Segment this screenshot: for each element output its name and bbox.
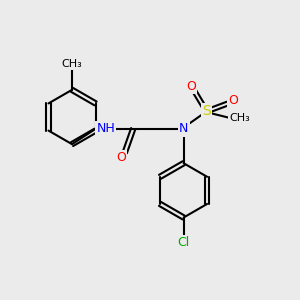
Text: O: O [229, 94, 238, 107]
Text: S: S [202, 104, 211, 118]
Text: NH: NH [96, 122, 115, 135]
Text: N: N [179, 122, 188, 135]
Text: Cl: Cl [178, 236, 190, 249]
Text: CH₃: CH₃ [61, 59, 82, 69]
Text: CH₃: CH₃ [230, 113, 250, 123]
Text: O: O [186, 80, 196, 93]
Text: O: O [116, 151, 126, 164]
